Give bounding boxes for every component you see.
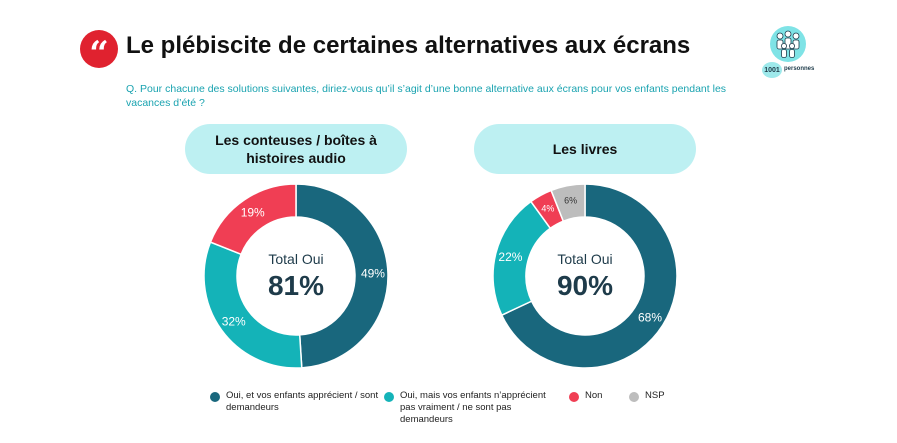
donut-slice-label: 6% [564,195,577,205]
survey-question: Q. Pour chacune des solutions suivantes,… [126,83,727,109]
chart-2-total-value: 90% [556,270,614,301]
legend-swatch [384,392,394,402]
donut-slice-label: 4% [541,204,554,214]
donut-slice [203,241,303,369]
legend-label: Oui, mais vos enfants n’apprécient pas v… [400,390,546,425]
legend-swatch [210,392,220,402]
sample-count: 1001 [762,62,782,78]
chart-1-total-value: 81% [267,270,325,301]
legend-swatch [629,392,639,402]
chart-1-total-label: Total Oui [268,251,324,267]
legend-item-oui-apprecient: Oui, et vos enfants apprécient / sont de… [210,390,380,414]
donut-slice [209,183,297,256]
donut-2-svg: 68% 22% 4% 6% [492,183,678,369]
donut-chart-2: 68% 22% 4% 6% Total Oui 90% [490,181,680,371]
donut-slice-label: 49% [361,267,385,281]
donut-slice [550,183,586,223]
legend-label: NSP [645,390,665,401]
chart-1-title: Les conteuses / boîtes à histoires audio [215,132,377,166]
quote-icon: “ [89,34,109,74]
donut-slice [500,183,678,369]
donut-1-svg: 49% 32% 19% [203,183,389,369]
donut-slice-label: 32% [222,314,246,328]
donut-slice-label: 19% [241,205,265,219]
page-title: Le plébiscite de certaines alternatives … [126,32,691,59]
donut-chart-1: 49% 32% 19% Total Oui 81% [201,181,391,371]
chart-2-title: Les livres [552,141,618,157]
donut-slice-label: 68% [638,310,662,324]
chart-1-title-pill: Les conteuses / boîtes à histoires audio [185,124,407,174]
sample-size-badge: 1001 personnes [762,24,822,78]
legend-swatch [569,392,579,402]
legend-label: Non [585,390,603,401]
chart-2-total-label: Total Oui [557,251,613,267]
legend-item-non: Non [569,390,619,402]
donut-slice-label: 22% [498,250,522,264]
legend-item-nsp: NSP [629,390,679,402]
sample-unit: personnes [784,66,815,72]
donut-slice [295,183,389,369]
people-group-icon [770,26,806,62]
quote-badge: “ [80,30,118,74]
legend-label: Oui, et vos enfants apprécient / sont de… [226,390,379,413]
legend-item-oui-napprecient-pas: Oui, mais vos enfants n’apprécient pas v… [384,390,559,426]
chart-2-title-pill: Les livres [474,124,696,174]
